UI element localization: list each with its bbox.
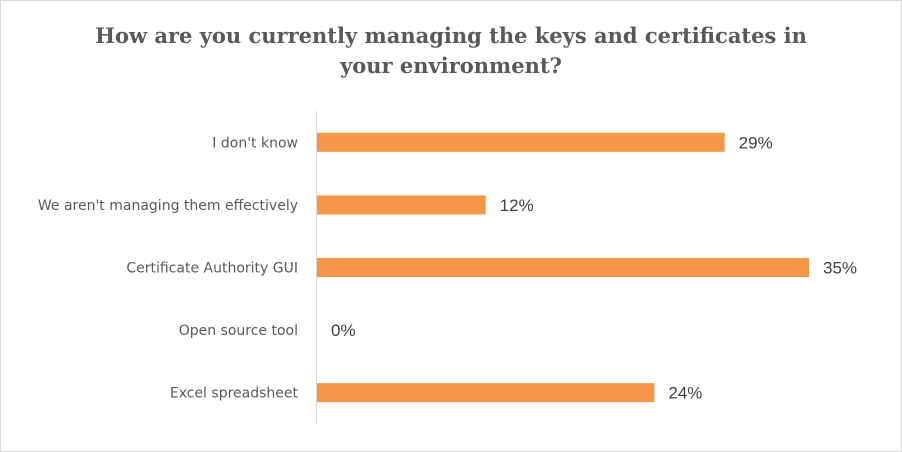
category-label: Certificate Authority GUI xyxy=(126,261,298,277)
bar xyxy=(317,258,809,277)
data-label: 35% xyxy=(823,259,857,278)
bar xyxy=(317,195,486,215)
category-label: Excel spreadsheet xyxy=(170,386,299,402)
bar xyxy=(317,132,725,152)
category-label: Open source tool xyxy=(179,323,298,339)
data-label: 12% xyxy=(500,196,534,215)
category-label: I don't know xyxy=(212,135,298,151)
data-label: 29% xyxy=(739,133,773,152)
bar xyxy=(317,383,655,403)
chart-title: How are you currently managing the keys … xyxy=(95,23,807,78)
data-label: 0% xyxy=(331,321,356,340)
data-label: 24% xyxy=(668,384,702,403)
category-label: We aren't managing them effectively xyxy=(38,198,298,214)
